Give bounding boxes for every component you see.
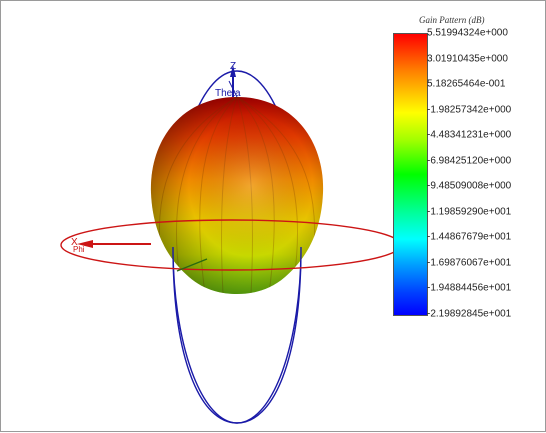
colorbar-tick-label: -1.44867679e+001 [427,231,512,243]
colorbar-tick-label: -1.19859290e+001 [427,206,512,218]
theta-axis-label: Theta [215,88,241,99]
legend-title: Gain Pattern (dB) [419,15,485,25]
z-axis-label: Z [230,61,236,72]
x-axis [77,240,151,248]
colorbar-tick-label: -2.19892845e+001 [427,308,512,320]
colorbar-tick-label: -1.69876067e+001 [427,257,512,269]
colorbar-tick-label: -1.98257342e+000 [427,104,512,116]
colorbar-tick-labels: 5.51994324e+000 3.01910435e+000 5.18265464… [427,28,546,320]
colorbar-tick-label: -9.48509008e+000 [427,180,512,192]
colorbar-tick-label: 3.01910435e+000 [427,53,508,65]
phi-axis-label: Phi [73,245,85,254]
z-axis [228,65,238,98]
colorbar-tick-label: -1.94884456e+001 [427,282,512,294]
gain-pattern-surface [150,97,324,294]
x-axis-label: X [71,237,78,248]
colorbar-tick-label: -6.98425120e+000 [427,155,512,167]
theta-ring-front [172,246,302,424]
y-axis [176,258,208,272]
gain-colorbar [393,33,428,316]
colorbar-tick-label: 5.18265464e-001 [427,78,506,90]
colorbar-tick-label: 5.51994324e+000 [427,27,508,39]
colorbar-tick-label: -4.48341231e+000 [427,129,512,141]
